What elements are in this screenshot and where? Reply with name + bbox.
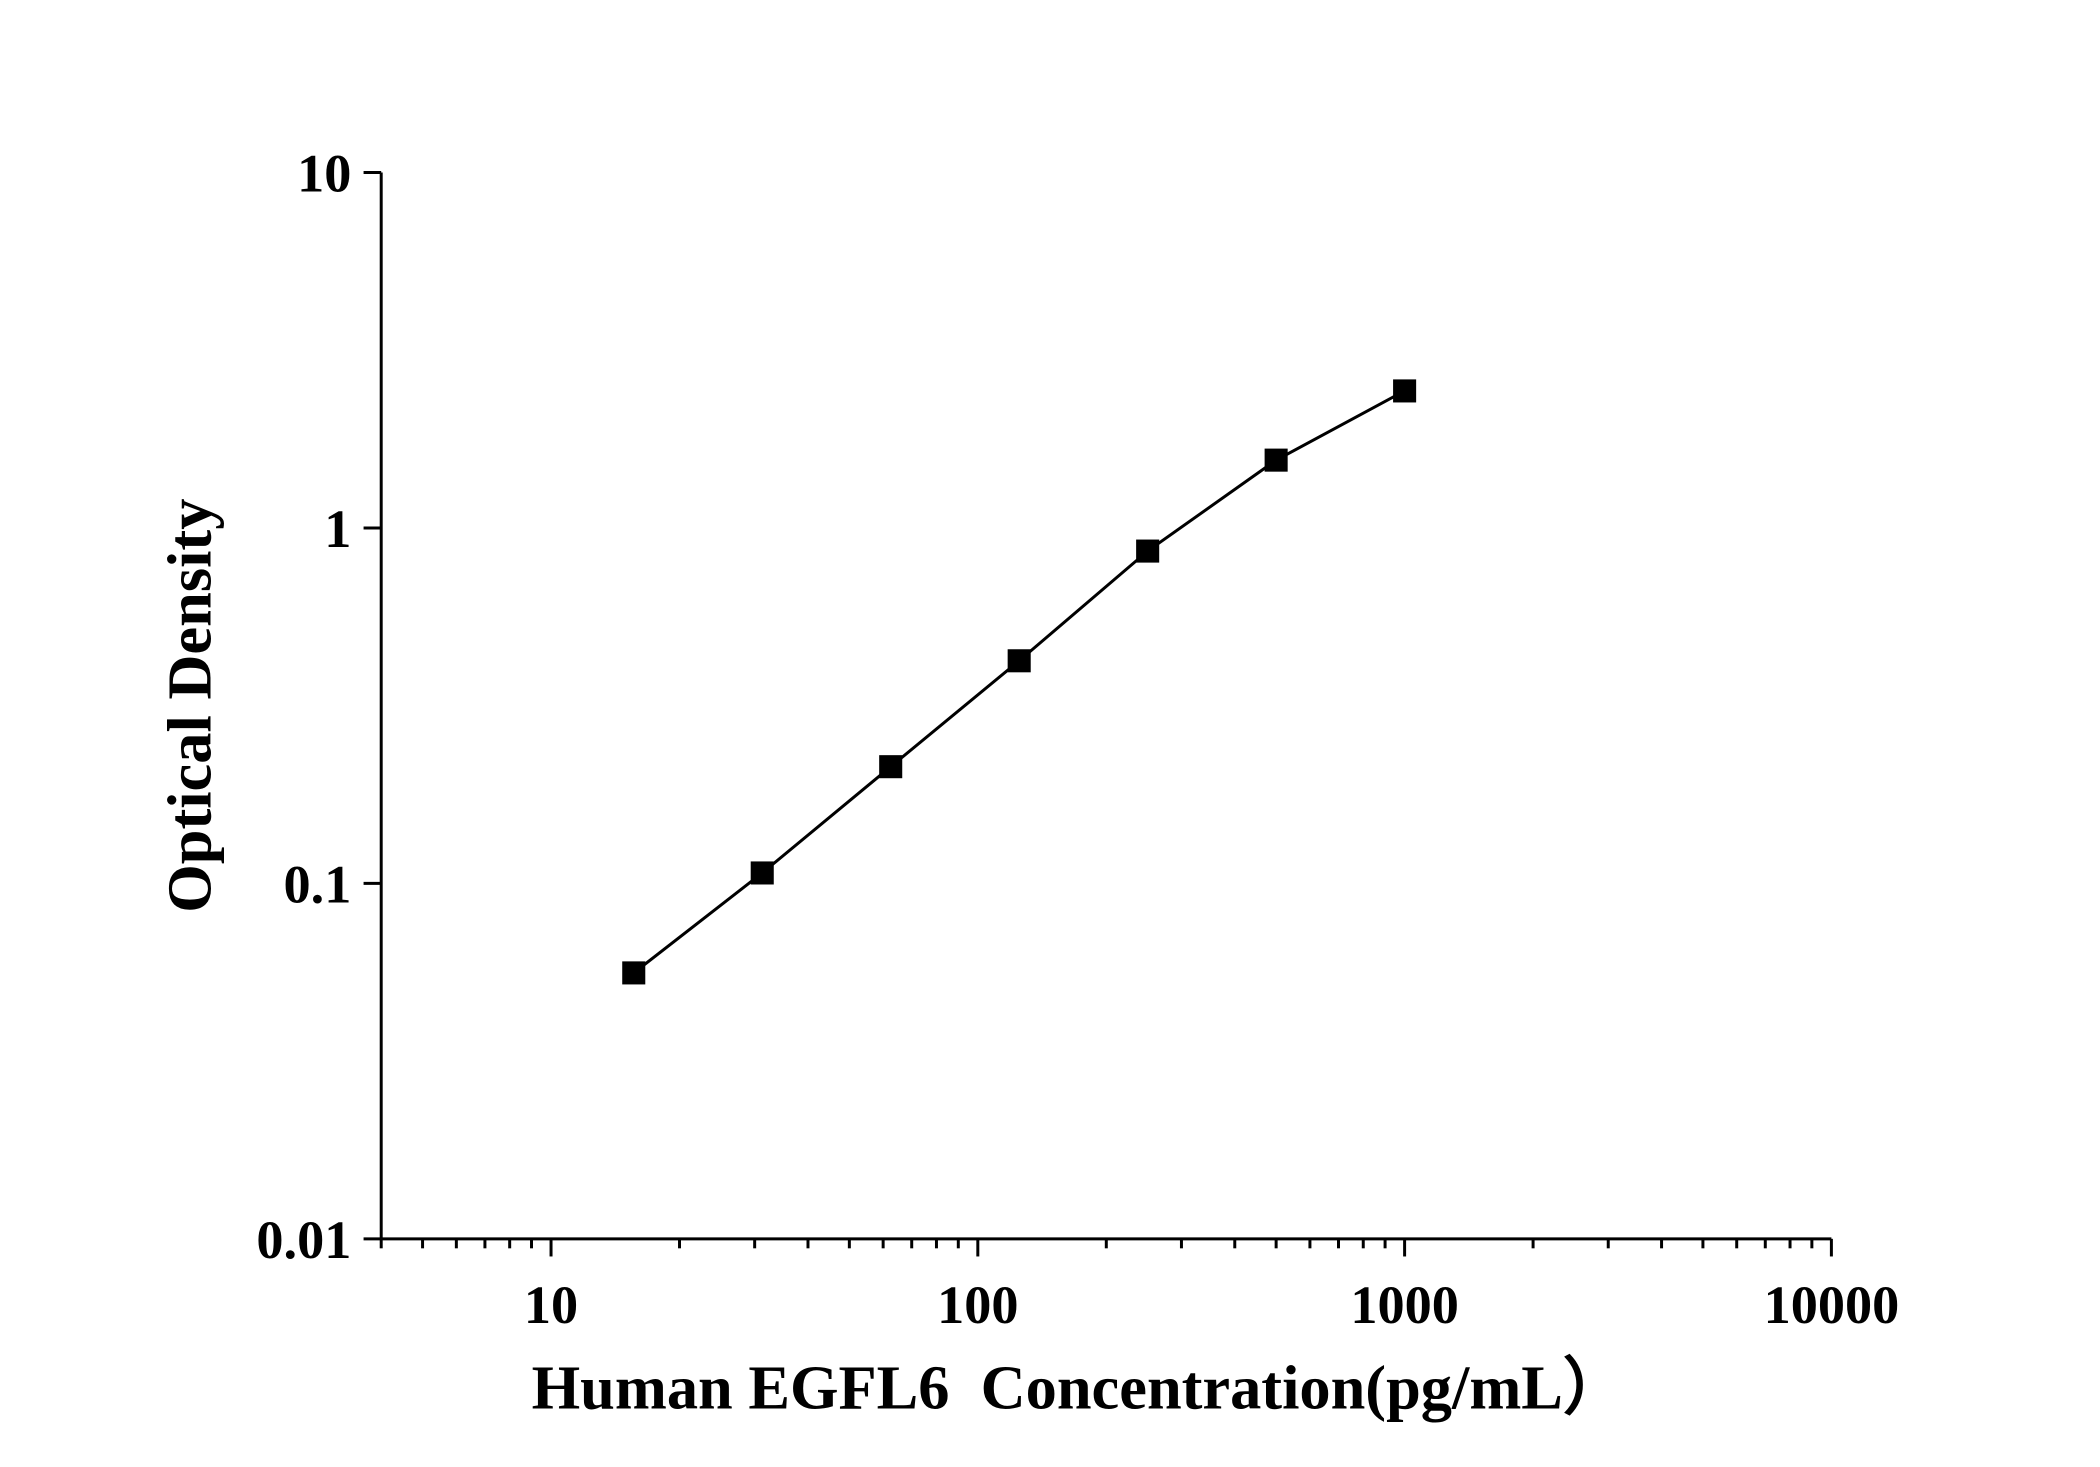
- data-point: [1136, 539, 1160, 563]
- data-point: [750, 861, 774, 885]
- y-tick-label: 1: [324, 499, 351, 559]
- data-point: [622, 961, 646, 985]
- y-axis-title: Optical Density: [155, 499, 224, 913]
- x-tick-label: 100: [937, 1275, 1018, 1335]
- data-point: [1264, 448, 1288, 472]
- data-point: [879, 755, 903, 779]
- data-line: [632, 389, 1406, 975]
- x-axis-title: Human EGFL6 Concentration(pg/mL）: [532, 1352, 1626, 1422]
- x-tick-label: 10000: [1764, 1275, 1900, 1335]
- data-point: [1007, 649, 1031, 673]
- x-tick-label: 1000: [1350, 1275, 1459, 1335]
- x-tick-label: 10: [524, 1275, 578, 1335]
- data-point: [1393, 379, 1417, 403]
- y-tick-label: 10: [297, 144, 351, 204]
- y-tick-label: 0.1: [284, 854, 352, 914]
- y-tick-label: 0.01: [256, 1210, 351, 1270]
